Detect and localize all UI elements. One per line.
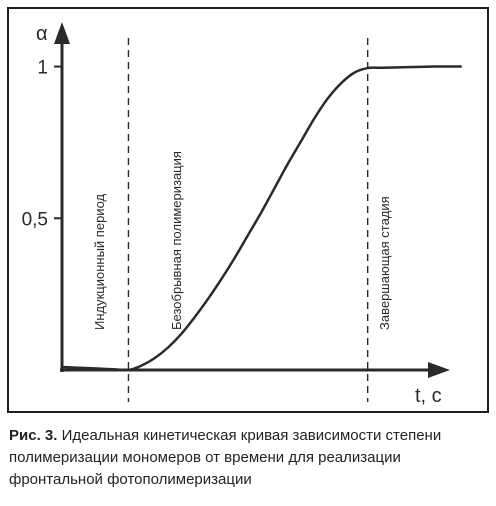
- x-axis-arrow: [428, 362, 450, 378]
- phase-boundaries: [127, 38, 369, 402]
- kinetic-curve: [60, 65, 462, 372]
- caption-text: Идеальная кинетическая кривая зависимост…: [9, 427, 442, 488]
- phase-label-polymerization: Безобрывная полимеризация: [169, 151, 184, 330]
- y-ticks: 10,5: [22, 58, 62, 230]
- figure-frame: [7, 7, 489, 413]
- y-axis-label: α: [36, 23, 48, 45]
- figure-caption: Рис. 3. Идеальная кинетическая кривая за…: [9, 425, 491, 491]
- y-tick-label: 1: [37, 58, 48, 79]
- phase-label-induction: Индукционный период: [92, 193, 107, 330]
- y-tick-label: 0,5: [22, 209, 48, 230]
- x-axis-label: t, c: [415, 385, 442, 407]
- phase-label-final-stage: Завершающая стадия: [377, 196, 392, 330]
- y-axis-arrow: [54, 22, 70, 44]
- kinetic-curve-chart: α t, c 10,5 Индукционный период Безобрыв…: [22, 22, 462, 407]
- caption-label: Рис. 3.: [9, 427, 58, 444]
